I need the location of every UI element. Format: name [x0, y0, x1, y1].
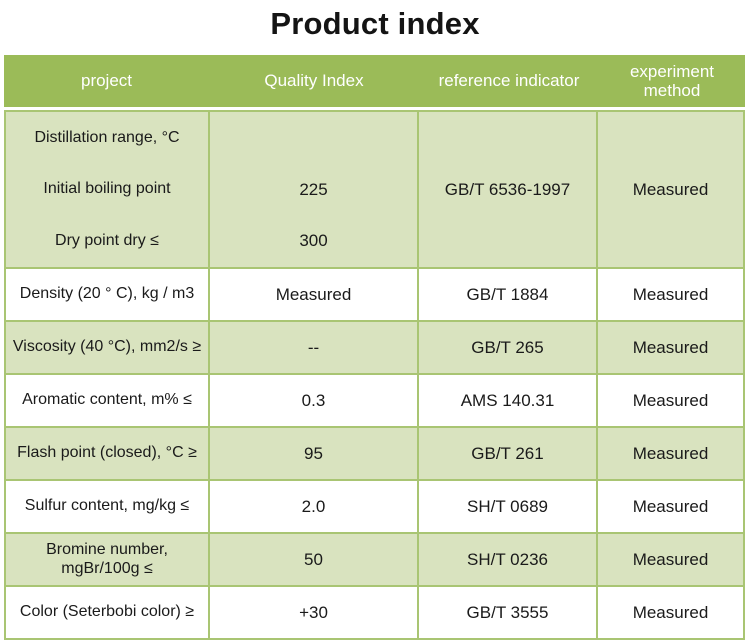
product-index-table: project Quality Index reference indicato…	[4, 55, 745, 640]
table-row: Bromine number, mgBr/100g ≤ 50 SH/T 0236…	[6, 534, 743, 587]
cell-experiment-method: Measured	[632, 443, 709, 463]
cell-experiment-method: Measured	[632, 549, 709, 569]
cell-project: Viscosity (40 °C), mm2/s ≥	[6, 322, 210, 373]
cell-reference-indicator: GB/T 265	[419, 322, 598, 373]
cell-project: Bromine number, mgBr/100g ≤	[6, 534, 210, 585]
quality-line: 300	[299, 231, 328, 251]
cell-project: Sulfur content, mg/kg ≤	[6, 481, 210, 532]
table-row: Density (20 ° C), kg / m3 Measured GB/T …	[6, 269, 743, 322]
header-reference-indicator: reference indicator	[438, 71, 580, 91]
cell-project: Density (20 ° C), kg / m3	[6, 269, 210, 320]
table-header-row: project Quality Index reference indicato…	[4, 55, 745, 107]
cell-quality-index: Measured	[210, 269, 419, 320]
project-line: Initial boiling point	[43, 180, 171, 198]
cell-quality-index: 2.0	[210, 481, 419, 532]
project-line: Distillation range, °C	[34, 128, 180, 146]
table-row: Sulfur content, mg/kg ≤ 2.0 SH/T 0689 Me…	[6, 481, 743, 534]
cell-quality-index: +30	[210, 587, 419, 638]
cell-experiment-method: Measured	[632, 496, 709, 516]
cell-reference-indicator: GB/T 6536-1997	[419, 112, 598, 267]
project-line: Dry point dry ≤	[55, 231, 159, 249]
cell-quality-index: 225 300	[210, 112, 419, 267]
table-row: Flash point (closed), °C ≥ 95 GB/T 261 M…	[6, 428, 743, 481]
cell-reference-indicator: GB/T 3555	[419, 587, 598, 638]
header-experiment-method: experiment method	[629, 61, 715, 100]
table-body: Distillation range, °C Initial boiling p…	[4, 110, 745, 640]
header-quality-index: Quality Index	[264, 71, 364, 91]
cell-experiment-method: Measured	[632, 390, 709, 410]
cell-quality-index: 0.3	[210, 375, 419, 426]
cell-experiment-method: Measured	[632, 602, 709, 622]
cell-reference-indicator: AMS 140.31	[419, 375, 598, 426]
cell-reference-indicator: GB/T 261	[419, 428, 598, 479]
cell-experiment-method: Measured	[632, 284, 709, 304]
cell-experiment-method: Measured	[632, 179, 709, 199]
table-row: Viscosity (40 °C), mm2/s ≥ -- GB/T 265 M…	[6, 322, 743, 375]
table-row-distillation-range: Distillation range, °C Initial boiling p…	[6, 112, 743, 269]
cell-project: Color (Seterbobi color) ≥	[6, 587, 210, 638]
page-title: Product index	[270, 6, 480, 41]
cell-reference-indicator: SH/T 0689	[419, 481, 598, 532]
table-row: Aromatic content, m% ≤ 0.3 AMS 140.31 Me…	[6, 375, 743, 428]
cell-reference-indicator: GB/T 1884	[419, 269, 598, 320]
cell-quality-index: --	[210, 322, 419, 373]
cell-project: Distillation range, °C Initial boiling p…	[6, 112, 210, 267]
cell-reference-indicator: SH/T 0236	[419, 534, 598, 585]
quality-line: 225	[299, 179, 328, 199]
cell-project: Aromatic content, m% ≤	[6, 375, 210, 426]
cell-quality-index: 50	[210, 534, 419, 585]
table-row: Color (Seterbobi color) ≥ +30 GB/T 3555 …	[6, 587, 743, 638]
cell-experiment-method: Measured	[632, 337, 709, 357]
header-project: project	[80, 71, 133, 91]
quality-line	[210, 112, 417, 164]
cell-project: Flash point (closed), °C ≥	[6, 428, 210, 479]
cell-quality-index: 95	[210, 428, 419, 479]
